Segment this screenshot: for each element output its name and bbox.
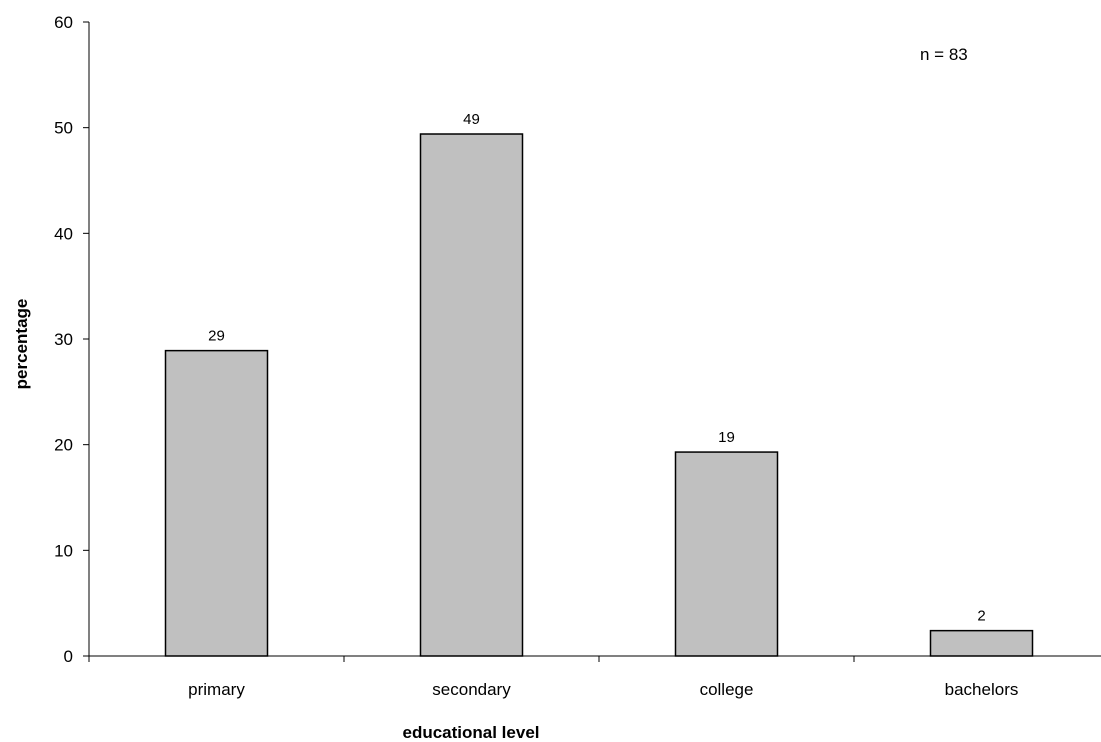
y-tick-label: 20: [54, 436, 73, 455]
bar-bachelors: [929, 629, 1034, 657]
x-tick-label: bachelors: [945, 680, 1019, 699]
y-tick-label: 30: [54, 330, 73, 349]
y-tick-label: 60: [54, 13, 73, 32]
x-axis: primary secondary college bachelors: [88, 655, 1101, 699]
y-axis: 0 10 20 30 40 50 60: [54, 13, 90, 666]
sample-size-note: n = 83: [920, 45, 968, 64]
x-tick-label: college: [700, 680, 754, 699]
y-tick-label: 0: [64, 647, 73, 666]
bars: 29 49 19 2: [164, 111, 1034, 657]
bar-college: [674, 451, 779, 657]
x-tick-label: secondary: [432, 680, 511, 699]
y-tick-label: 40: [54, 224, 73, 243]
bar-primary: [164, 349, 269, 657]
data-label-college: 19: [718, 429, 735, 446]
data-label-bachelors: 2: [977, 608, 985, 625]
y-tick-label: 10: [54, 541, 73, 560]
bar-secondary: [419, 133, 524, 657]
y-tick-label: 50: [54, 119, 73, 138]
data-label-secondary: 49: [463, 111, 480, 128]
x-tick-label: primary: [188, 680, 245, 699]
y-axis-title: percentage: [12, 299, 31, 390]
x-axis-title: educational level: [403, 723, 540, 742]
data-label-primary: 29: [208, 328, 225, 345]
